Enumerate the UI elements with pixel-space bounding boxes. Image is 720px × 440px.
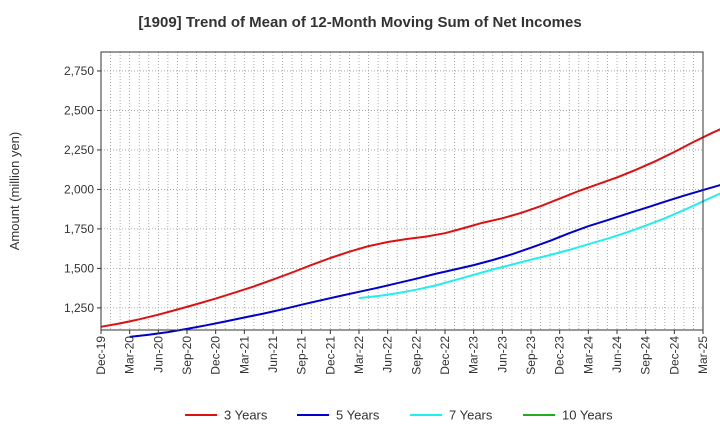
series-line: [100, 128, 720, 328]
x-tick-label: Sep-23: [524, 336, 538, 375]
x-tick-label: Jun-22: [381, 336, 395, 373]
x-tick-label: Dec-24: [667, 336, 681, 375]
y-tick-label: 1,250: [64, 301, 94, 315]
x-tick-label: Mar-22: [352, 336, 366, 374]
x-tick-label: Mar-25: [696, 336, 710, 374]
x-axis: Dec-19 Mar-20 Jun-20 Sep-20 Dec-20 Mar-21 Jun-…: [94, 330, 710, 375]
x-tick-label: Dec-19: [94, 336, 108, 375]
x-tick-label: Sep-21: [295, 336, 309, 375]
y-tick-label: 2,500: [64, 103, 94, 117]
x-tick-label: Mar-23: [467, 336, 481, 374]
x-tick-label: Jun-24: [610, 336, 624, 373]
y-axis: 1,250 1,500 1,750 2,000 2,250 2,500 2,750: [64, 64, 101, 315]
legend-label: 7 Years: [449, 408, 493, 423]
x-tick-label: Mar-24: [581, 336, 595, 374]
x-tick-label: Dec-23: [553, 336, 567, 375]
y-tick-label: 1,750: [64, 222, 94, 236]
x-tick-label: Dec-21: [323, 336, 337, 375]
x-tick-label: Dec-22: [438, 336, 452, 375]
x-tick-label: Jun-20: [151, 336, 165, 373]
x-tick-label: Mar-20: [123, 336, 137, 374]
legend-label: 10 Years: [562, 408, 613, 423]
series-line: [129, 184, 720, 338]
x-tick-label: Mar-21: [237, 336, 251, 374]
legend: 3 Years 5 Years 7 Years 10 Years: [185, 408, 613, 423]
y-tick-label: 1,500: [64, 261, 94, 275]
y-tick-label: 2,250: [64, 143, 94, 157]
grid-lines: [101, 52, 703, 330]
y-tick-label: 2,000: [64, 182, 94, 196]
series-line: [358, 192, 720, 300]
x-tick-label: Jun-23: [495, 336, 509, 373]
legend-label: 3 Years: [224, 408, 268, 423]
y-axis-title: Amount (million yen): [7, 132, 22, 251]
x-tick-label: Dec-20: [209, 336, 223, 375]
plot-frame: [100, 51, 704, 331]
x-tick-label: Sep-22: [409, 336, 423, 375]
series-lines: [100, 128, 720, 338]
legend-label: 5 Years: [336, 408, 380, 423]
x-tick-label: Sep-20: [180, 336, 194, 375]
chart-title: [1909] Trend of Mean of 12-Month Moving …: [138, 14, 582, 31]
plot-background: [101, 52, 703, 330]
y-tick-label: 2,750: [64, 64, 94, 78]
x-tick-label: Sep-24: [639, 336, 653, 375]
x-tick-label: Jun-21: [266, 336, 280, 373]
